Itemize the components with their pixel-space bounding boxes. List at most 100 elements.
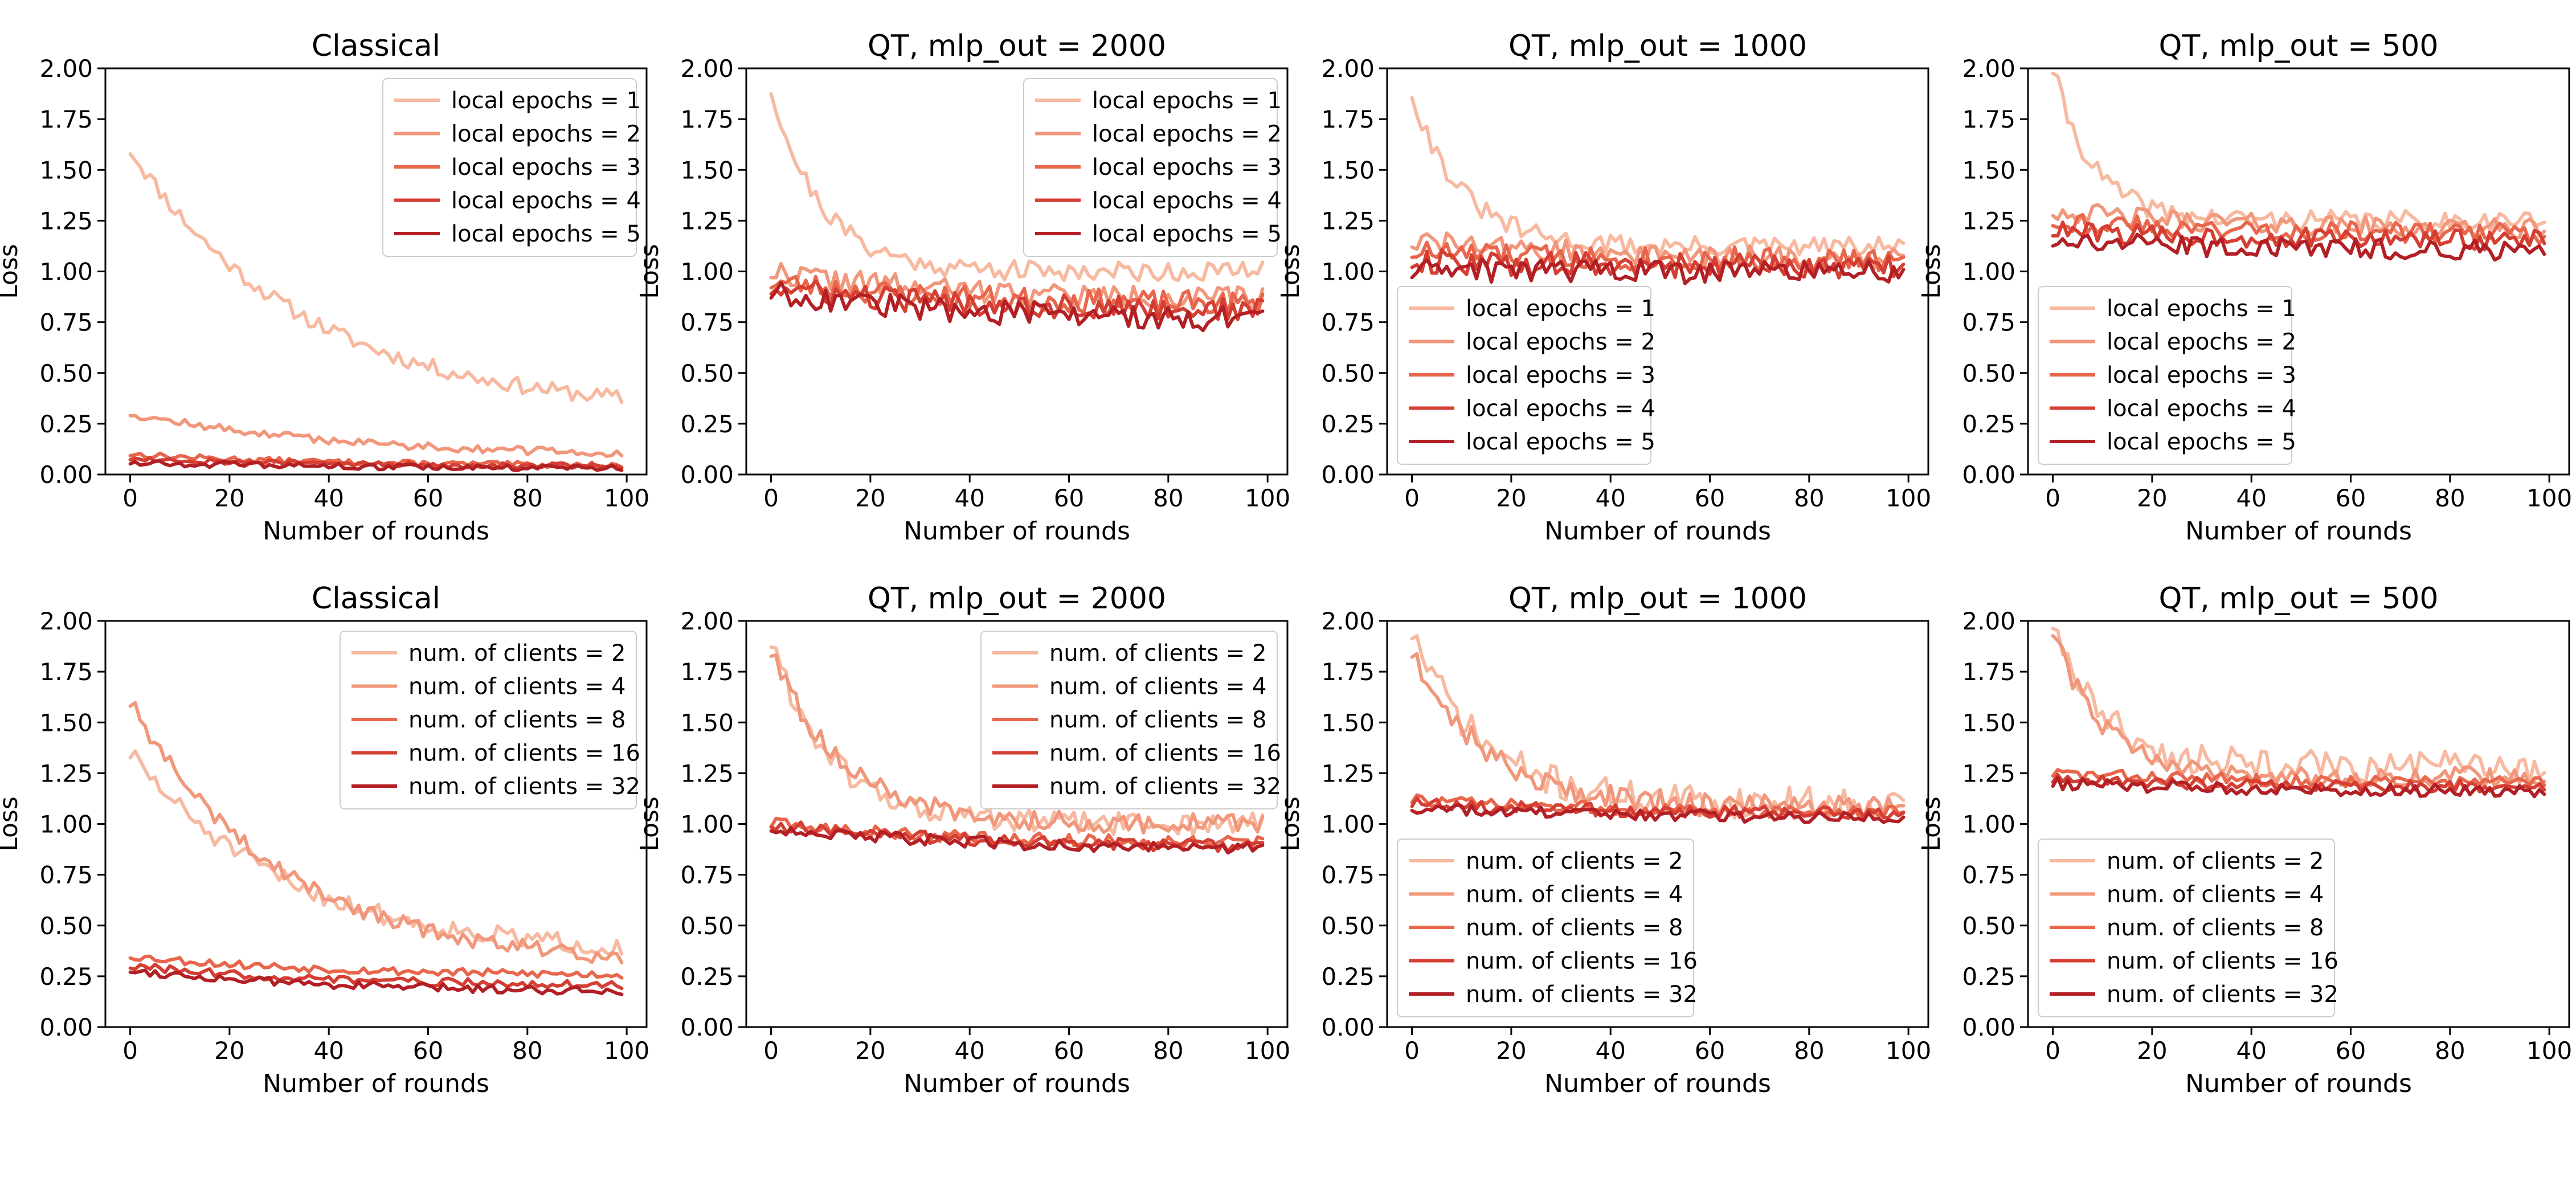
y-tick-label: 0.75 (1321, 309, 1375, 337)
x-axis-label: Number of rounds (2185, 1069, 2412, 1098)
y-tick-label: 1.50 (680, 156, 734, 184)
y-tick-label: 1.25 (1321, 759, 1375, 787)
subplot-4: QT, mlp_out = 500 0 20 40 60 80 100 0.00 0.25 0.5… (1917, 29, 2572, 546)
y-tick-label: 1.25 (1962, 207, 2015, 235)
y-tick-label: 2.00 (1321, 55, 1375, 83)
x-tick-label: 60 (2336, 484, 2366, 512)
series-line (128, 954, 624, 980)
series-group (2051, 627, 2546, 799)
series-line (2051, 232, 2546, 262)
y-axis-label: Loss (1276, 244, 1305, 299)
x-tick-label: 80 (512, 484, 542, 512)
x-tick-label: 0 (2045, 484, 2060, 512)
x-tick-label: 40 (954, 484, 984, 512)
y-tick-label: 1.25 (39, 207, 93, 235)
y-tick-label: 1.00 (39, 811, 93, 838)
legend-label: num. of clients = 4 (408, 674, 625, 700)
subplot-6: QT, mlp_out = 2000 0 20 40 60 80 100 0.00 0.25 0.… (635, 582, 1290, 1098)
y-tick-label: 0.50 (1321, 912, 1375, 940)
y-tick-label: 0.00 (1321, 461, 1375, 489)
legend: num. of clients = 2 num. of clients = 4 nu… (340, 631, 640, 809)
series-line (1410, 96, 1906, 257)
y-tick-label: 1.50 (39, 156, 93, 184)
legend-label: num. of clients = 4 (1049, 674, 1266, 700)
legend-label: num. of clients = 8 (1466, 915, 1683, 941)
x-tick-label: 60 (1695, 1037, 1725, 1065)
y-tick-label: 0.75 (680, 861, 734, 889)
legend-label: num. of clients = 8 (408, 707, 625, 733)
x-tick-label: 0 (763, 484, 779, 512)
y-tick-label: 0.00 (1962, 461, 2015, 489)
x-tick-label: 100 (1245, 1037, 1290, 1065)
legend-box (1397, 838, 1694, 1017)
y-tick-label: 2.00 (39, 55, 93, 83)
x-axis-label: Number of rounds (1544, 1069, 1771, 1098)
x-tick-label: 80 (1153, 484, 1183, 512)
y-tick-label: 0.25 (1321, 410, 1375, 438)
chart-title: QT, mlp_out = 1000 (1508, 29, 1807, 63)
y-tick-label: 0.25 (680, 410, 734, 438)
y-tick-label: 0.50 (39, 359, 93, 387)
series-line (1410, 796, 1906, 820)
x-tick-label: 20 (2137, 1037, 2167, 1065)
legend-label: local epochs = 3 (451, 154, 641, 181)
chart-title: QT, mlp_out = 500 (2159, 582, 2439, 616)
x-tick-label: 40 (954, 1037, 984, 1065)
legend-label: local epochs = 5 (1092, 221, 1282, 247)
y-tick-label: 0.00 (680, 1013, 734, 1041)
legend-label: local epochs = 4 (2107, 396, 2296, 422)
y-tick-label: 1.50 (1962, 156, 2015, 184)
x-tick-label: 100 (604, 1037, 649, 1065)
y-axis-label: Loss (635, 796, 664, 852)
subplot-7: QT, mlp_out = 1000 0 20 40 60 80 100 0.00 0.25 0.… (1276, 582, 1931, 1098)
y-tick-label: 0.50 (1962, 359, 2015, 387)
x-tick-label: 0 (122, 484, 138, 512)
legend-box (2038, 838, 2335, 1017)
series-line (128, 459, 624, 472)
y-tick-label: 1.00 (680, 258, 734, 286)
x-tick-label: 60 (1054, 1037, 1084, 1065)
x-tick-label: 100 (604, 484, 649, 512)
subplot-1: Classical 0 20 40 60 80 100 0.00 0.25 0.50 0.75 1.0… (0, 29, 649, 546)
x-tick-label: 60 (1054, 484, 1084, 512)
legend-label: num. of clients = 32 (1466, 981, 1698, 1008)
y-axis-label: Loss (0, 796, 23, 852)
y-tick-label: 1.00 (1962, 811, 2015, 838)
subplot-8: QT, mlp_out = 500 0 20 40 60 80 100 0.00 0.25 0.5… (1917, 582, 2572, 1098)
y-tick-label: 0.50 (1321, 359, 1375, 387)
legend-box (382, 78, 637, 257)
y-tick-label: 1.50 (1321, 709, 1375, 737)
legend: num. of clients = 2 num. of clients = 4 nu… (1397, 838, 1698, 1017)
x-tick-label: 80 (1153, 1037, 1183, 1065)
y-tick-label: 2.00 (680, 55, 734, 83)
series-line (1410, 652, 1906, 820)
series-line (2051, 71, 2546, 232)
y-tick-label: 0.00 (680, 461, 734, 489)
legend-label: num. of clients = 16 (1049, 741, 1281, 767)
series-line (769, 826, 1265, 855)
series-line (128, 749, 624, 956)
series-line (128, 152, 624, 404)
legend-label: local epochs = 5 (2107, 429, 2296, 455)
y-tick-label: 1.75 (680, 658, 734, 686)
legend-box (1397, 286, 1651, 465)
x-axis-label: Number of rounds (903, 1069, 1130, 1098)
legend-label: local epochs = 4 (451, 188, 641, 214)
series-line (2051, 213, 2546, 246)
y-tick-label: 0.75 (1962, 861, 2015, 889)
x-tick-label: 80 (2435, 484, 2465, 512)
series-line (769, 281, 1265, 333)
y-tick-label: 0.00 (1321, 1013, 1375, 1041)
chart-title: Classical (312, 29, 440, 63)
x-tick-label: 20 (214, 1037, 244, 1065)
legend-label: local epochs = 4 (1092, 188, 1282, 214)
series-line (2051, 768, 2546, 790)
y-tick-label: 1.00 (1321, 258, 1375, 286)
y-tick-label: 1.25 (39, 759, 93, 787)
series-line (769, 92, 1265, 283)
x-tick-label: 60 (413, 1037, 443, 1065)
y-tick-label: 1.50 (1321, 156, 1375, 184)
y-tick-label: 1.50 (39, 709, 93, 737)
x-tick-label: 0 (2045, 1037, 2060, 1065)
